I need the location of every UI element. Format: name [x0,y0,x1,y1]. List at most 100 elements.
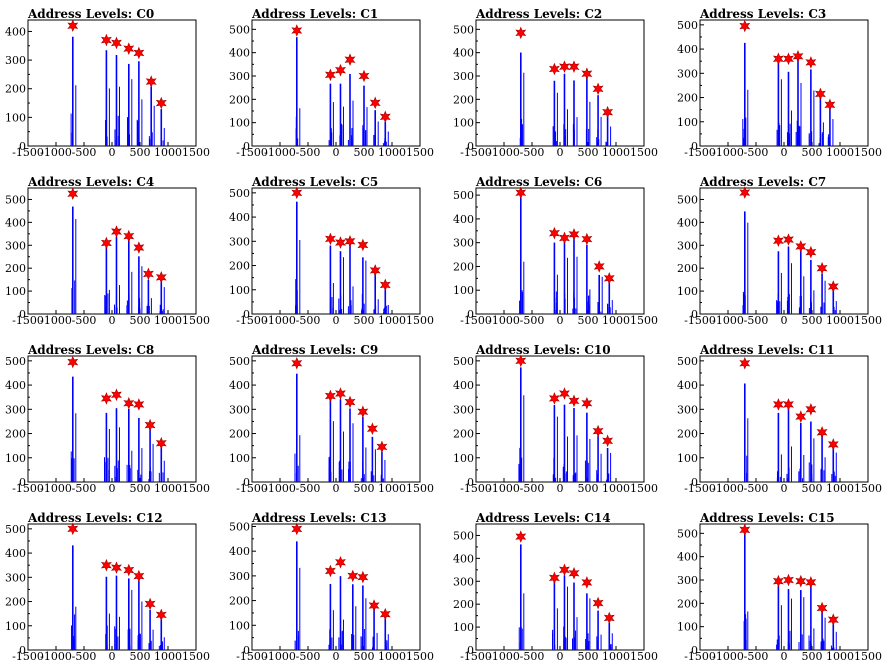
chart-title: Address Levels: C15 [699,511,835,525]
x-tick-label: 500 [578,314,599,327]
peak-marker-star-icon [344,395,356,409]
peak-marker-star-icon [792,50,804,63]
x-tick-label: -1500 [12,146,44,159]
x-tick-label: 0 [781,146,788,159]
peak-marker-star-icon [357,405,369,419]
chart-panel-15: Address Levels: C15 0 100 200 300 400 500 -1500… [677,511,882,663]
y-tick-label: 0 [19,476,26,489]
y-tick-label: 200 [453,260,474,273]
x-tick-label: 1000 [378,146,406,159]
chart-title: Address Levels: C0 [27,7,154,21]
peak-marker-star-icon [67,187,79,201]
x-tick-label: 1500 [406,482,434,495]
x-tick-label: 1000 [602,482,630,495]
x-tick-label: 1500 [630,482,658,495]
peak-marker-star-icon [357,570,369,584]
plot-frame [475,19,645,147]
x-tick-label: 0 [333,650,340,663]
y-tick-label: 100 [229,619,250,632]
x-tick-label: -1500 [460,146,492,159]
peak-marker-star-icon [559,387,570,400]
chart-title: Address Levels: C4 [27,175,154,189]
plot-frame [475,187,645,315]
x-tick-label: 500 [130,314,151,327]
chart-panel-10: Address Levels: C10 0 100 200 300 400 500 -1500… [453,343,658,495]
peak-marker-star-icon [358,69,370,83]
peak-marker-star-icon [592,424,604,438]
peak-marker-star-icon [548,571,560,585]
peak-marker-star-icon [515,186,527,200]
peak-marker-star-icon [805,245,817,259]
y-tick-label: 0 [691,308,698,321]
y-tick-label: 500 [453,529,474,542]
plot-frame [699,355,869,483]
peak-marker-star-icon [144,418,156,432]
x-tick-label: -1000 [712,482,744,495]
chart-panel-4: Address Levels: C40100200300400500-1500-… [5,175,210,327]
peak-marker-star-icon [568,566,580,580]
peak-marker-star-icon [593,260,605,273]
x-tick-label: -1500 [684,482,716,495]
y-tick-label: 300 [229,403,250,416]
y-tick-label: 100 [229,284,250,297]
y-tick-label: 100 [453,284,474,297]
y-tick-label: 300 [453,575,474,588]
chart-title: Address Levels: C2 [475,7,602,21]
peak-marker-star-icon [581,576,593,589]
x-tick-label: 1000 [154,314,182,327]
x-tick-label: -1500 [684,314,716,327]
y-tick-label: 200 [229,428,250,441]
x-tick-label: -1000 [712,650,744,663]
y-tick-label: 200 [5,596,26,609]
x-tick-label: 0 [109,482,116,495]
x-tick-label: 500 [354,146,375,159]
y-tick-label: 0 [467,476,474,489]
y-tick-label: 400 [229,211,250,224]
peak-marker-star-icon [344,53,356,66]
peak-marker-star-icon [772,398,784,411]
x-tick-label: 1500 [182,146,210,159]
chart-panel-5: Address Levels: C50100200300400500-1500-… [229,175,434,327]
y-tick-label: 300 [5,571,26,584]
x-tick-label: -500 [744,650,769,663]
y-tick-label: 500 [229,187,250,200]
peak-marker-star-icon [335,387,346,400]
x-tick-label: -1000 [264,146,296,159]
peak-marker-star-icon [111,36,122,50]
x-tick-label: -1500 [12,482,44,495]
x-tick-label: -500 [520,146,545,159]
y-tick-label: 300 [453,70,474,83]
peak-marker-star-icon [376,440,388,454]
x-tick-label: 1000 [602,314,630,327]
y-tick-label: 500 [5,193,26,206]
y-tick-label: 400 [5,379,26,392]
peak-marker-star-icon [568,228,580,241]
y-tick-label: 500 [453,23,474,36]
y-tick-label: 500 [453,355,474,368]
y-tick-label: 300 [677,574,698,587]
x-tick-label: 1000 [378,650,406,663]
x-tick-label: 0 [557,146,564,159]
x-tick-label: 1000 [154,482,182,495]
chart-title: Address Levels: C11 [699,343,835,357]
x-tick-label: -1000 [264,482,296,495]
plot-frame [251,187,421,315]
peak-marker-star-icon [603,272,615,285]
chart-panel-2: Address Levels: C20100200300400500-1500-… [453,7,658,159]
x-tick-label: 1500 [182,482,210,495]
peak-marker-star-icon [145,75,157,88]
y-tick-label: 500 [677,193,698,206]
x-tick-label: -1500 [460,482,492,495]
y-tick-label: 400 [677,216,698,229]
y-tick-label: 0 [243,308,250,321]
y-tick-label: 0 [691,644,698,657]
y-tick-label: 300 [677,403,698,416]
y-tick-label: 200 [453,93,474,106]
x-tick-label: 500 [578,146,599,159]
y-tick-label: 200 [677,428,698,441]
peak-marker-star-icon [291,24,303,37]
y-tick-label: 100 [5,285,26,298]
plot-frame [251,19,421,147]
y-tick-label: 0 [467,308,474,321]
